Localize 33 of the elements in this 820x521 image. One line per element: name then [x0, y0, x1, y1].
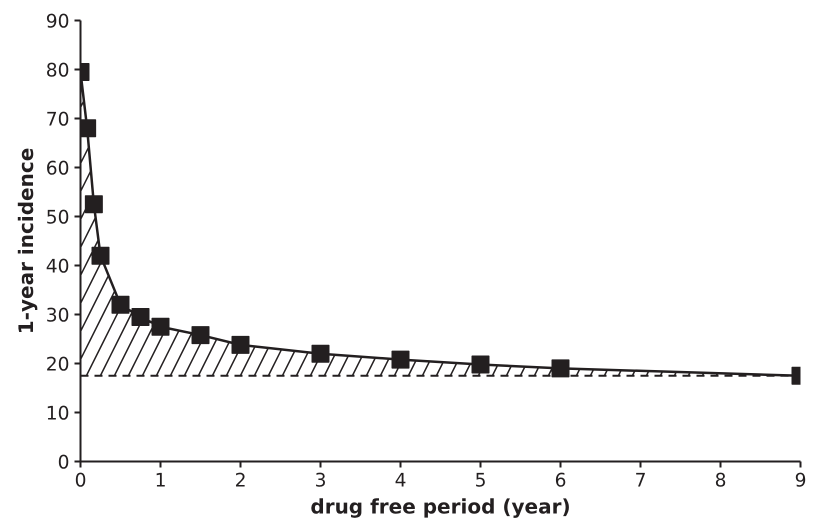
y-tick-label: 50	[46, 208, 70, 228]
y-tick-label: 30	[46, 306, 70, 326]
x-tick-label: 8	[714, 470, 726, 492]
point	[472, 355, 490, 374]
point	[84, 195, 103, 214]
y-tick-label: 10	[46, 404, 70, 424]
y-tick-label: 40	[46, 256, 70, 278]
y-axis-title: 1-year incidence	[14, 148, 38, 334]
y-tick-label: 80	[46, 60, 70, 82]
point	[392, 350, 410, 369]
x-tick-label: 2	[234, 470, 246, 492]
y-tick-label: 90	[46, 12, 70, 32]
x-axis-title: drug free period (year)	[310, 494, 571, 518]
point	[152, 318, 170, 336]
point	[232, 336, 250, 354]
x-tick-label: 5	[474, 470, 486, 492]
x-tick-label: 6	[554, 470, 566, 492]
x-tick-label: 4	[394, 470, 406, 492]
point	[132, 308, 150, 326]
y-tick-label: 70	[46, 110, 70, 130]
point	[552, 359, 570, 378]
x-tick-label: 3	[314, 470, 326, 492]
y-tick-label: 20	[46, 354, 70, 376]
x-tick-label: 7	[634, 470, 646, 492]
x-tick-label: 9	[794, 470, 806, 492]
point	[312, 344, 330, 363]
x-tick-label: 1	[154, 470, 166, 492]
x-tick-label: 0	[74, 470, 86, 492]
point	[112, 296, 130, 314]
y-tick-label: 0	[58, 452, 70, 474]
point	[92, 246, 110, 265]
point	[192, 326, 210, 344]
y-tick-label: 60	[46, 158, 70, 180]
